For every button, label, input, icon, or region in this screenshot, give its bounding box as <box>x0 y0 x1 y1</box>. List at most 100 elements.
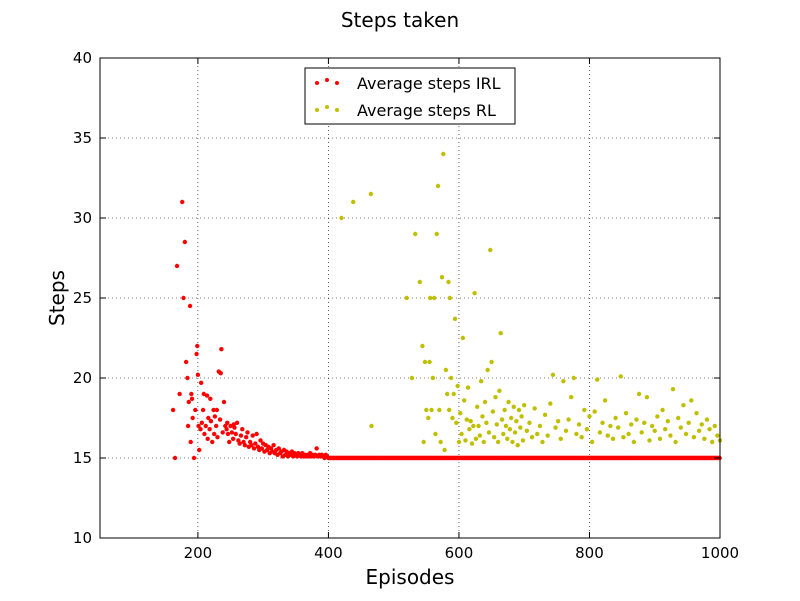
data-point-irl <box>193 407 198 413</box>
data-point-rl <box>621 435 626 440</box>
data-point-rl <box>460 335 466 341</box>
data-point-irl <box>174 263 180 269</box>
data-point-rl <box>683 431 689 437</box>
data-point-rl <box>532 406 537 411</box>
data-point-rl <box>459 431 464 437</box>
data-point-rl <box>437 407 442 413</box>
y-tick-label: 30 <box>73 209 92 227</box>
data-point-irl <box>254 431 259 437</box>
data-point-rl <box>600 420 605 425</box>
data-point-rl <box>655 414 660 419</box>
data-point-rl <box>452 316 458 321</box>
data-point-rl <box>597 430 603 435</box>
data-point-rl <box>515 443 520 448</box>
data-point-rl <box>477 433 483 438</box>
data-point-rl <box>451 391 456 397</box>
data-point-rl <box>467 427 472 432</box>
data-point-rl <box>369 423 374 429</box>
data-point-rl <box>420 343 425 349</box>
y-tick-label: 15 <box>73 449 92 467</box>
data-point-rl <box>639 430 644 435</box>
data-point-irl <box>203 423 208 429</box>
data-point-irl <box>187 303 193 309</box>
data-point-rl <box>493 395 498 400</box>
data-point-irl <box>204 393 210 398</box>
x-tick-label: 400 <box>314 544 343 562</box>
x-tick-label: 800 <box>575 544 604 562</box>
data-point-irl <box>240 427 245 432</box>
data-point-rl <box>484 420 489 425</box>
data-point-rl <box>660 407 665 413</box>
data-point-rl <box>447 295 453 301</box>
data-point-rl <box>548 401 553 406</box>
data-point-irl <box>253 441 258 446</box>
y-tick-label: 10 <box>73 529 92 547</box>
data-point-irl <box>198 427 203 432</box>
data-point-irl <box>225 420 230 425</box>
data-point-rl <box>694 411 699 416</box>
data-point-rl <box>715 433 720 438</box>
data-point-irl <box>208 396 213 401</box>
data-point-irl <box>251 446 257 451</box>
data-point-rl <box>662 427 668 432</box>
data-point-irl <box>202 431 207 437</box>
data-point-irl <box>227 439 232 445</box>
data-point-rl <box>535 431 540 437</box>
data-point-irl <box>180 199 185 205</box>
data-point-irl <box>237 441 242 446</box>
data-point-irl <box>259 446 265 451</box>
data-point-rl <box>506 399 511 405</box>
data-point-irl <box>186 399 191 405</box>
y-tick-label: 25 <box>73 289 92 307</box>
data-point-rl <box>582 407 587 413</box>
data-point-irl <box>189 396 195 401</box>
data-point-rl <box>649 423 655 429</box>
data-point-irl <box>172 455 178 461</box>
data-point-rl <box>417 279 422 285</box>
data-point-rl <box>563 428 569 433</box>
data-point-rl <box>676 415 681 421</box>
data-point-rl <box>673 439 678 445</box>
data-point-rl <box>404 295 409 301</box>
legend-entry-rl: Average steps RL <box>315 101 496 120</box>
data-point-rl <box>413 231 418 237</box>
chart-title: Steps taken <box>341 8 459 32</box>
data-point-rl <box>498 331 503 336</box>
legend-label-irl: Average steps IRL <box>357 74 501 93</box>
data-point-rl <box>473 436 479 441</box>
data-point-rl <box>472 291 477 296</box>
data-point-irl <box>191 455 197 461</box>
data-point-rl <box>478 379 484 384</box>
data-point-rl <box>495 439 501 445</box>
data-point-irl <box>245 430 250 435</box>
data-point-rl <box>642 420 647 425</box>
data-point-irl <box>212 431 217 437</box>
data-point-irl <box>230 436 236 441</box>
y-tick-label: 40 <box>73 49 92 67</box>
data-point-rl <box>368 191 374 197</box>
data-point-rl <box>529 435 535 440</box>
data-point-rl <box>499 417 505 422</box>
data-point-irl <box>177 391 182 397</box>
data-point-rl <box>686 420 691 425</box>
legend-marker-irl <box>335 81 339 85</box>
data-point-rl <box>476 423 481 429</box>
data-point-irl <box>232 425 237 430</box>
x-tick-label: 600 <box>445 544 474 562</box>
data-point-rl <box>461 398 467 403</box>
data-point-irl <box>215 435 220 440</box>
data-point-rl <box>629 422 634 427</box>
data-point-rl <box>454 420 459 425</box>
data-point-irl <box>190 415 195 421</box>
data-point-rl <box>480 414 485 419</box>
data-point-rl <box>574 431 579 437</box>
data-point-rl <box>527 420 532 425</box>
data-point-rl <box>589 439 595 445</box>
data-point-rl <box>435 183 441 189</box>
data-point-rl <box>446 407 452 413</box>
grid-lines <box>100 58 720 538</box>
data-point-rl <box>494 422 499 427</box>
data-point-rl <box>545 433 550 438</box>
data-point-irl <box>249 443 254 448</box>
data-point-rl <box>464 417 469 422</box>
